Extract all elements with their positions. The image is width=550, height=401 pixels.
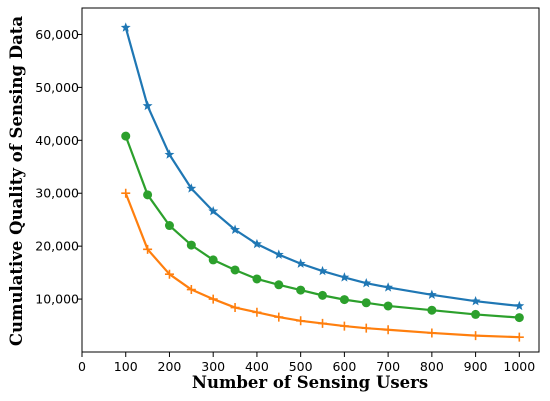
data-point-plus bbox=[514, 332, 524, 342]
x-tick-label: 300 bbox=[201, 359, 225, 374]
data-point-star bbox=[120, 22, 131, 32]
x-tick-label: 900 bbox=[464, 359, 488, 374]
x-axis-title: Number of Sensing Users bbox=[192, 373, 428, 392]
data-point-star bbox=[361, 278, 372, 288]
data-point-circle bbox=[230, 265, 240, 275]
data-point-star bbox=[295, 258, 306, 268]
data-point-star bbox=[426, 289, 437, 300]
data-point-circle bbox=[164, 221, 174, 231]
data-point-circle bbox=[296, 285, 306, 295]
data-point-plus bbox=[339, 321, 349, 331]
data-point-plus bbox=[471, 331, 481, 341]
data-point-plus bbox=[230, 303, 240, 313]
data-point-circle bbox=[427, 305, 437, 315]
data-point-circle bbox=[361, 298, 371, 308]
data-point-circle bbox=[383, 301, 393, 311]
x-tick-label: 400 bbox=[245, 359, 269, 374]
data-point-plus bbox=[383, 325, 393, 335]
y-axis-title: Cumulative Quality of Sensing Data bbox=[7, 16, 26, 347]
data-point-plus bbox=[427, 328, 437, 338]
series-3 bbox=[121, 188, 524, 342]
series-layer bbox=[120, 22, 525, 342]
data-point-star bbox=[383, 282, 394, 292]
data-point-circle bbox=[274, 280, 284, 290]
y-tick-label: 50,000 bbox=[35, 80, 79, 95]
data-point-circle bbox=[514, 313, 524, 323]
data-point-plus bbox=[121, 188, 131, 198]
data-point-circle bbox=[143, 190, 153, 200]
series-line bbox=[124, 192, 520, 339]
data-point-plus bbox=[361, 323, 371, 333]
data-point-circle bbox=[318, 290, 328, 300]
data-point-plus bbox=[296, 316, 306, 326]
data-point-circle bbox=[208, 255, 218, 265]
y-tick-label: 60,000 bbox=[35, 27, 79, 42]
x-tick-label: 1000 bbox=[503, 359, 535, 374]
data-point-plus bbox=[318, 318, 328, 328]
data-point-star bbox=[230, 224, 241, 234]
data-point-circle bbox=[339, 295, 349, 305]
data-point-star bbox=[317, 265, 328, 276]
data-point-plus bbox=[208, 294, 218, 304]
y-tick-label: 40,000 bbox=[35, 133, 79, 148]
x-tick-label: 200 bbox=[158, 359, 182, 374]
y-tick-label: 10,000 bbox=[35, 292, 79, 307]
x-tick-label: 600 bbox=[332, 359, 356, 374]
data-point-circle bbox=[121, 131, 131, 141]
data-point-star bbox=[514, 300, 525, 311]
data-point-plus bbox=[143, 244, 153, 254]
data-point-star bbox=[339, 272, 350, 282]
series-line bbox=[124, 135, 520, 319]
series-line bbox=[124, 27, 520, 308]
x-tick-label: 500 bbox=[289, 359, 313, 374]
data-point-plus bbox=[186, 285, 196, 295]
y-axis-ticks: 10,000 20,000 30,000 40,000 50,000 60,000 bbox=[35, 27, 82, 307]
data-point-star bbox=[251, 238, 262, 249]
x-tick-label: 800 bbox=[420, 359, 444, 374]
data-point-star bbox=[164, 149, 175, 159]
x-tick-label: 0 bbox=[78, 359, 86, 374]
data-point-star bbox=[470, 295, 481, 306]
data-point-plus bbox=[164, 269, 174, 279]
y-tick-label: 20,000 bbox=[35, 239, 79, 254]
data-point-star bbox=[208, 206, 219, 216]
data-point-plus bbox=[274, 312, 284, 322]
series-1 bbox=[120, 22, 525, 311]
data-point-star bbox=[186, 183, 197, 193]
data-point-circle bbox=[186, 240, 196, 250]
y-tick-label: 30,000 bbox=[35, 186, 79, 201]
x-axis-ticks: 0 100 200 300 400 500 600 700 800 900 1000 bbox=[78, 352, 535, 374]
data-point-circle bbox=[471, 309, 481, 319]
data-point-circle bbox=[252, 274, 262, 284]
series-2 bbox=[121, 131, 524, 323]
plot-frame bbox=[81, 7, 540, 353]
data-point-plus bbox=[252, 307, 262, 317]
data-point-star bbox=[142, 100, 153, 111]
x-tick-label: 700 bbox=[376, 359, 400, 374]
x-tick-label: 100 bbox=[114, 359, 138, 374]
data-point-star bbox=[273, 249, 284, 259]
